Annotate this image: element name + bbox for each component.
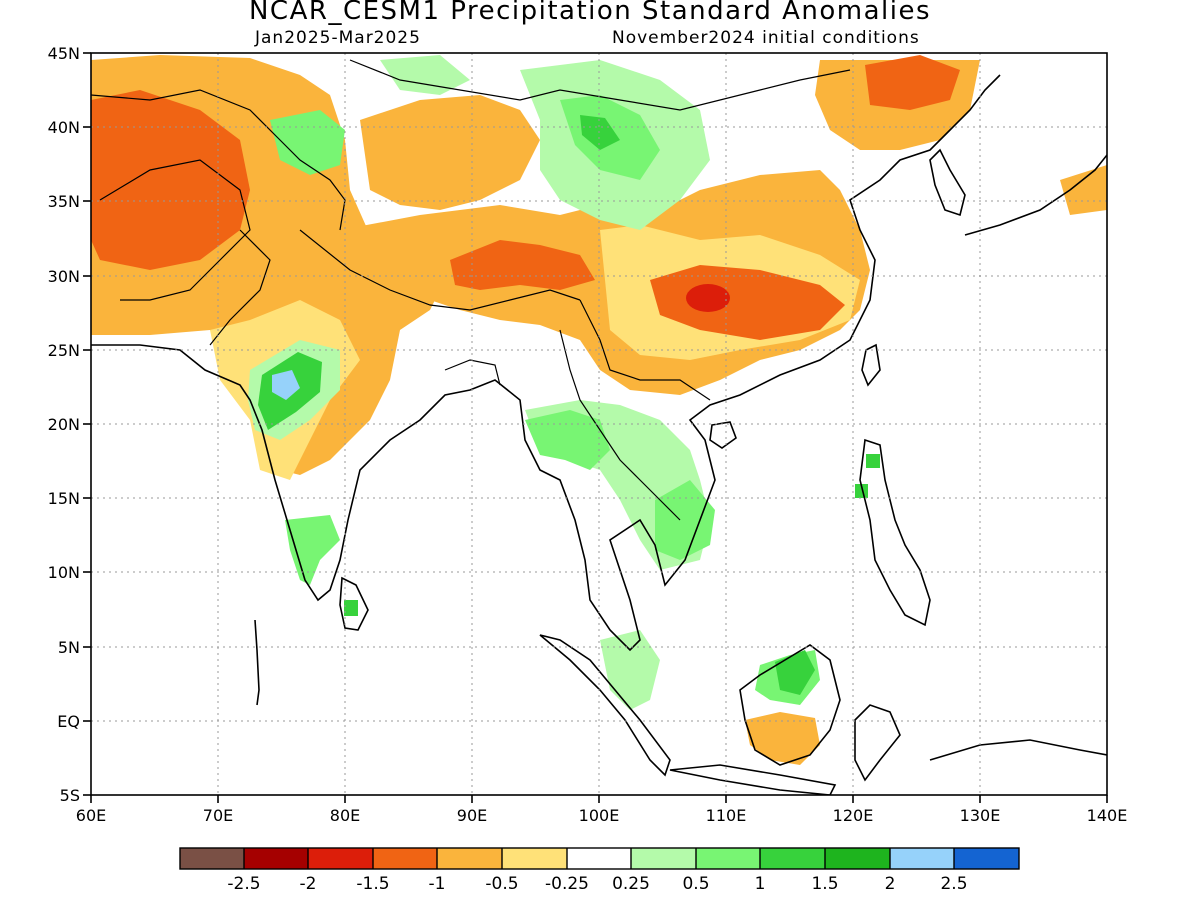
lat-tick-label: 5S [60,786,80,805]
coastline-philippines [859,438,931,627]
anomaly-field-tibet-core [450,240,595,290]
lat-tick-label: 15N [48,489,80,508]
initial-conditions-label: November2024 initial conditions [612,28,920,48]
anomaly-field-south-india [285,515,340,585]
colorbar-box [502,848,567,869]
lon-tick-label: 90E [457,806,487,825]
lat-tick-label: 30N [48,267,80,286]
lat-tick-label: 5N [58,638,80,657]
lat-tick-label: 40N [48,118,80,137]
coastline-sri-lanka [339,576,369,631]
coastline-taiwan [861,343,881,387]
border-china-sw [579,299,711,401]
colorbar-box [954,848,1019,869]
lat-tick-label: 25N [48,341,80,360]
lat-tick-label: 35N [48,192,80,211]
colorbar-label: -1.5 [356,874,389,894]
lat-tick-labels: 45N 40N 35N 30N 25N 20N 15N 10N 5N EQ 5S [48,44,80,805]
coastline-maldives [254,619,260,706]
anomaly-fields [91,55,1107,765]
lon-tick-label: 60E [76,806,106,825]
grid [91,53,1107,795]
lon-tick-label: 100E [579,806,620,825]
anomaly-field-kyrgyz [270,110,345,175]
border-bangladesh [444,359,501,386]
coastline-hainan [709,421,737,449]
colorbar-box [437,848,502,869]
coastline-java [669,764,837,795]
colorbar-box [244,848,308,869]
colorbar: -2.5 -2 -1.5 -1 -0.5 -0.25 0.25 0.5 1 1.… [179,847,1020,894]
anomaly-field-afghanistan-core [91,90,250,270]
coastline-korea [929,148,966,217]
chart-title: NCAR_CESM1 Precipitation Standard Anomal… [248,0,932,26]
colorbar-label: -2.5 [227,874,260,894]
lon-tick-labels: 60E 70E 80E 90E 100E 110E 120E 130E 140E [76,806,1128,825]
colorbar-label: -0.25 [545,874,589,894]
anomaly-field-burma-core [525,410,610,470]
colorbar-box [760,848,825,869]
anomaly-field-borneo-south [745,712,820,765]
lon-tick-label: 130E [960,806,1001,825]
colorbar-box [308,848,373,869]
anomaly-field-japan [1060,165,1107,215]
colorbar-box [890,848,954,869]
border-himalaya [299,229,581,311]
coastline-borneo [739,644,841,766]
coastline-sulawesi [854,704,901,782]
border-afghanistan [99,159,251,301]
anomaly-field-south-china-core [650,265,845,340]
colorbar-label: 0.5 [682,874,709,894]
anomaly-field-central-asia [360,95,540,210]
border-central-asia [91,89,346,231]
border-pakistan-india [209,229,271,346]
anomaly-field-mongolia-max [580,115,620,150]
anomaly-field-south-china-max [686,284,730,312]
anomaly-field-northeast-core [865,55,960,110]
colorbar-box [696,848,760,869]
anomaly-field-west-india-max [272,370,300,400]
lon-tick-label: 140E [1087,806,1128,825]
lon-tick-label: 70E [203,806,233,825]
tick-marks [83,52,1108,803]
border-mongolia [349,59,851,111]
country-borders [91,59,851,521]
colorbar-label: 1 [755,874,766,894]
lon-tick-label: 80E [330,806,360,825]
coastline-new-guinea [929,739,1107,761]
colorbar-box [825,848,890,869]
lat-tick-label: 20N [48,415,80,434]
valid-period-label: Jan2025-Mar2025 [255,28,421,48]
colorbar-label: -1 [429,874,446,894]
anomaly-field-vietnam-core [655,480,715,560]
colorbar-box [631,848,696,869]
anomaly-field-borneo-core [775,650,815,695]
lon-tick-label: 110E [706,806,747,825]
coastline-japan [964,154,1107,236]
anomaly-field-sri-lanka [344,600,358,616]
colorbar-label: 0.25 [612,874,650,894]
colorbar-label: 1.5 [811,874,838,894]
lat-tick-label: 10N [48,563,80,582]
colorbar-label: 2 [885,874,896,894]
colorbar-box [567,848,631,869]
coastlines [91,74,1107,795]
lon-tick-label: 120E [833,806,874,825]
anomaly-field-kyrgyz-pale [380,55,470,95]
colorbar-label: 2.5 [940,874,967,894]
colorbar-label: -0.5 [485,874,518,894]
colorbar-box [373,848,437,869]
lat-tick-label: EQ [57,712,80,731]
coastline-sumatra [539,634,671,777]
border-indochina [559,329,681,521]
colorbar-label: -2 [300,874,317,894]
coastline-south-asia [91,74,1001,652]
colorbar-box [180,848,244,869]
lat-tick-label: 45N [48,44,80,63]
